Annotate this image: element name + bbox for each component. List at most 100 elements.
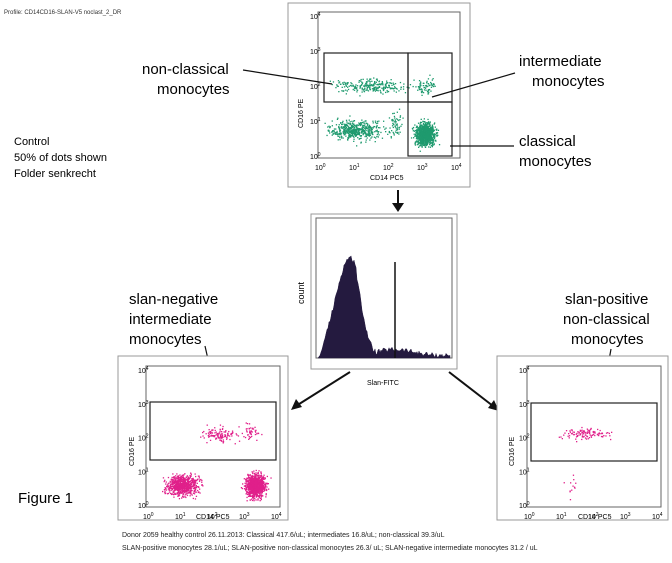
dot <box>250 436 252 438</box>
dot <box>432 85 435 88</box>
dot <box>184 473 186 475</box>
arrow-left <box>291 371 351 410</box>
dot <box>247 486 249 488</box>
dot <box>395 129 397 131</box>
dot <box>366 124 369 126</box>
dot <box>416 130 418 132</box>
dot <box>251 486 254 488</box>
dot <box>250 493 252 495</box>
dot <box>256 480 258 482</box>
dot <box>339 136 341 139</box>
x-tick-label: 103 <box>417 163 428 172</box>
dot <box>365 132 367 134</box>
dot <box>363 130 366 132</box>
dot <box>265 496 267 498</box>
dot <box>354 134 357 136</box>
dot <box>389 88 392 90</box>
dot <box>356 145 358 147</box>
dot <box>373 125 375 128</box>
dot <box>222 428 224 430</box>
dot <box>176 477 178 479</box>
dot <box>194 491 196 493</box>
dot <box>260 482 262 484</box>
dot <box>348 135 350 137</box>
dot <box>360 80 362 82</box>
dot <box>348 122 350 124</box>
dot <box>263 488 265 490</box>
dot <box>255 484 257 486</box>
dot <box>190 473 192 475</box>
dot <box>379 89 381 92</box>
dot <box>369 133 371 135</box>
dot <box>425 142 428 144</box>
dot <box>340 135 342 137</box>
dot <box>375 81 377 83</box>
dot <box>423 118 425 120</box>
dot <box>381 82 383 85</box>
dot <box>421 145 423 147</box>
dot <box>173 482 176 485</box>
dot <box>583 435 585 438</box>
dot <box>393 133 395 135</box>
dot <box>207 435 209 437</box>
dot <box>170 479 173 481</box>
dot <box>263 486 265 489</box>
dot <box>357 131 359 133</box>
dot <box>425 128 427 130</box>
dot <box>174 489 176 491</box>
dot <box>385 85 387 87</box>
dot <box>413 133 415 135</box>
dot <box>219 439 221 441</box>
dot <box>585 432 587 434</box>
dot <box>373 82 376 84</box>
dot <box>259 484 261 487</box>
dot <box>376 83 378 86</box>
dot <box>392 122 394 125</box>
dot <box>254 485 257 487</box>
dot <box>191 478 193 480</box>
dot <box>183 496 185 498</box>
dot <box>424 87 427 89</box>
dot <box>576 432 578 435</box>
dot <box>177 486 179 488</box>
dot <box>184 478 186 480</box>
dot <box>258 494 261 497</box>
dot <box>173 476 175 478</box>
dot <box>349 121 351 123</box>
dot <box>180 489 182 492</box>
y-tick-label: 101 <box>310 117 321 126</box>
side-note-line: Control <box>14 136 49 148</box>
dot <box>581 438 583 441</box>
dot <box>347 138 349 141</box>
dot <box>353 120 356 122</box>
dot <box>365 85 367 87</box>
dot <box>420 142 423 144</box>
dot <box>374 131 376 133</box>
dot <box>256 492 258 494</box>
dot <box>235 433 237 435</box>
dot <box>360 142 362 144</box>
dot <box>179 489 181 491</box>
dot <box>183 486 185 488</box>
dot <box>262 488 264 490</box>
dot <box>344 125 347 128</box>
y-tick-label: 100 <box>138 501 149 510</box>
dot <box>415 134 417 136</box>
dot <box>194 490 196 492</box>
dot <box>417 133 420 135</box>
dot <box>360 128 363 130</box>
dot <box>423 124 425 126</box>
dot <box>177 490 180 493</box>
dot <box>190 487 192 489</box>
dot <box>370 130 372 132</box>
dot <box>347 88 350 91</box>
dot <box>400 125 402 127</box>
dot <box>180 480 182 482</box>
dot <box>357 137 359 139</box>
dot <box>258 474 260 477</box>
dot <box>427 129 429 131</box>
dot <box>392 120 394 122</box>
dot <box>426 129 428 131</box>
dot <box>393 90 395 92</box>
dot <box>333 130 335 132</box>
